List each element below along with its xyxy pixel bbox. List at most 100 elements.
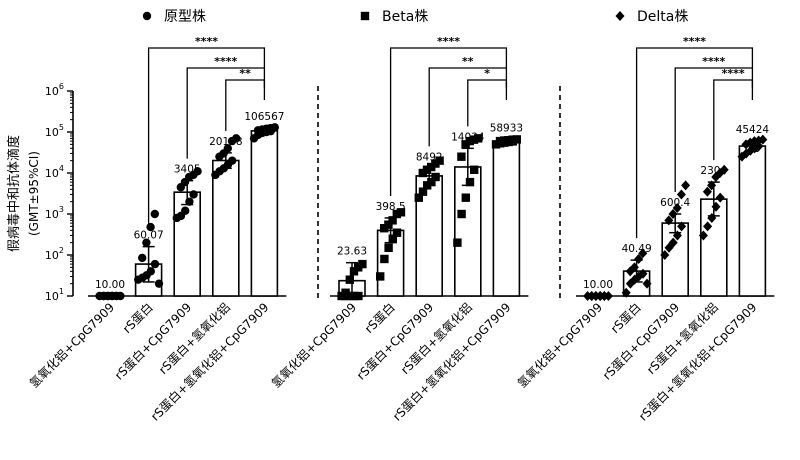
data-point bbox=[758, 134, 768, 145]
data-point bbox=[668, 237, 678, 248]
data-point bbox=[470, 165, 479, 174]
panel-2: Delta株 10.00 氢氧化铝+CpG7909 40.49 rS蛋白 600.4 rS蛋… bbox=[514, 9, 775, 424]
value-label: 2304 bbox=[700, 165, 727, 177]
value-label: 8492 bbox=[416, 151, 443, 163]
data-point bbox=[142, 238, 151, 247]
bracket-line bbox=[147, 47, 266, 225]
significance-label: * bbox=[484, 67, 490, 80]
legend-label: Delta株 bbox=[637, 9, 688, 25]
bracket-line bbox=[467, 79, 508, 127]
y-tick-label: 104 bbox=[45, 164, 64, 180]
category-label: rS蛋白+氢氧化铝 bbox=[643, 300, 721, 378]
significance-bracket: **** bbox=[635, 35, 754, 239]
bar-group: 40.49 rS蛋白 bbox=[607, 243, 651, 336]
legend-marker bbox=[615, 11, 625, 21]
significance-bracket: **** bbox=[389, 35, 508, 196]
value-label: 3405 bbox=[174, 164, 201, 176]
y-tick-exponent: 4 bbox=[59, 164, 64, 173]
chart-panels: 原型株10.00氢氧化铝+CpG790960.07rS蛋白3405rS蛋白+Cp… bbox=[26, 9, 775, 424]
bar bbox=[738, 145, 767, 297]
value-label: 10.00 bbox=[583, 279, 613, 291]
data-point bbox=[181, 206, 190, 215]
y-tick-base: 10 bbox=[45, 290, 59, 303]
data-point bbox=[715, 192, 725, 203]
category-label: 氢氧化铝+CpG7909 bbox=[26, 300, 117, 391]
legend-label: 原型株 bbox=[164, 9, 206, 25]
data-point bbox=[629, 262, 639, 273]
data-point bbox=[660, 250, 670, 260]
value-label: 60.07 bbox=[134, 230, 164, 242]
data-point bbox=[354, 291, 363, 301]
category-label: rS蛋白 bbox=[361, 300, 397, 336]
value-label: 14034 bbox=[451, 131, 485, 143]
data-point bbox=[396, 208, 406, 217]
bar bbox=[453, 166, 482, 297]
category-label: rS蛋白+氢氧化铝 bbox=[155, 300, 233, 378]
bar-group: 60.07 rS蛋白 bbox=[119, 209, 164, 336]
bracket-line bbox=[186, 67, 266, 159]
data-point bbox=[681, 180, 691, 191]
data-point bbox=[672, 203, 682, 214]
data-point bbox=[453, 238, 462, 247]
significance-label: **** bbox=[437, 35, 460, 48]
data-point bbox=[380, 254, 389, 264]
data-point bbox=[150, 259, 160, 269]
data-point bbox=[711, 201, 721, 212]
data-point bbox=[707, 212, 717, 223]
bar-group: 398.5 rS蛋白 bbox=[361, 201, 405, 336]
data-point bbox=[150, 209, 159, 219]
significance-bracket: ** bbox=[428, 55, 508, 147]
category-label: 氢氧化铝+CpG7909 bbox=[514, 300, 605, 391]
value-label: 40.49 bbox=[622, 243, 652, 255]
y-axis-subtitle: (GMT±95%CI) bbox=[27, 151, 41, 236]
data-point bbox=[388, 234, 397, 243]
bar bbox=[250, 130, 279, 297]
data-point bbox=[414, 193, 423, 202]
data-point bbox=[719, 164, 729, 175]
y-tick-exponent: 2 bbox=[59, 246, 64, 255]
y-tick-base: 10 bbox=[45, 85, 59, 98]
significance-label: **** bbox=[702, 55, 725, 68]
data-point bbox=[754, 141, 764, 152]
data-point bbox=[642, 278, 652, 289]
category-label: 氢氧化铝+CpG7909 bbox=[268, 300, 359, 391]
significance-bracket: **** bbox=[713, 67, 754, 161]
category-label: rS蛋白 bbox=[607, 300, 643, 336]
y-tick-label: 106 bbox=[45, 82, 64, 98]
significance-label: **** bbox=[722, 67, 745, 80]
bar bbox=[699, 198, 728, 297]
significance-bracket: * bbox=[467, 67, 508, 127]
y-tick-exponent: 6 bbox=[59, 82, 64, 91]
data-point bbox=[634, 253, 644, 264]
panel-0: 原型株10.00氢氧化铝+CpG790960.07rS蛋白3405rS蛋白+Cp… bbox=[26, 9, 287, 424]
category-label: rS蛋白 bbox=[119, 300, 155, 336]
data-point bbox=[189, 190, 198, 199]
value-label: 23.63 bbox=[337, 246, 367, 258]
bracket-line bbox=[225, 79, 266, 131]
data-point bbox=[341, 288, 350, 297]
data-point bbox=[223, 144, 232, 153]
y-tick-label: 101 bbox=[45, 287, 64, 303]
value-label: 45424 bbox=[736, 124, 770, 136]
significance-bracket: **** bbox=[147, 35, 266, 225]
significance-bracket: **** bbox=[674, 55, 754, 192]
y-axis-title: 假病毒中和抗体滴度 bbox=[6, 135, 22, 252]
data-point bbox=[638, 268, 648, 279]
bracket-line bbox=[674, 67, 754, 192]
data-point bbox=[146, 222, 155, 232]
data-point bbox=[193, 167, 202, 176]
data-point bbox=[457, 152, 466, 161]
y-tick-label: 105 bbox=[45, 123, 64, 139]
data-point bbox=[228, 156, 237, 165]
data-point bbox=[461, 193, 470, 202]
data-point bbox=[358, 259, 367, 269]
data-point bbox=[664, 215, 674, 226]
data-point bbox=[431, 172, 440, 182]
y-tick-base: 10 bbox=[45, 249, 59, 262]
bar bbox=[212, 159, 240, 297]
data-point bbox=[232, 134, 241, 143]
value-label: 20168 bbox=[209, 136, 242, 148]
data-point bbox=[702, 186, 712, 197]
bar bbox=[492, 140, 521, 297]
